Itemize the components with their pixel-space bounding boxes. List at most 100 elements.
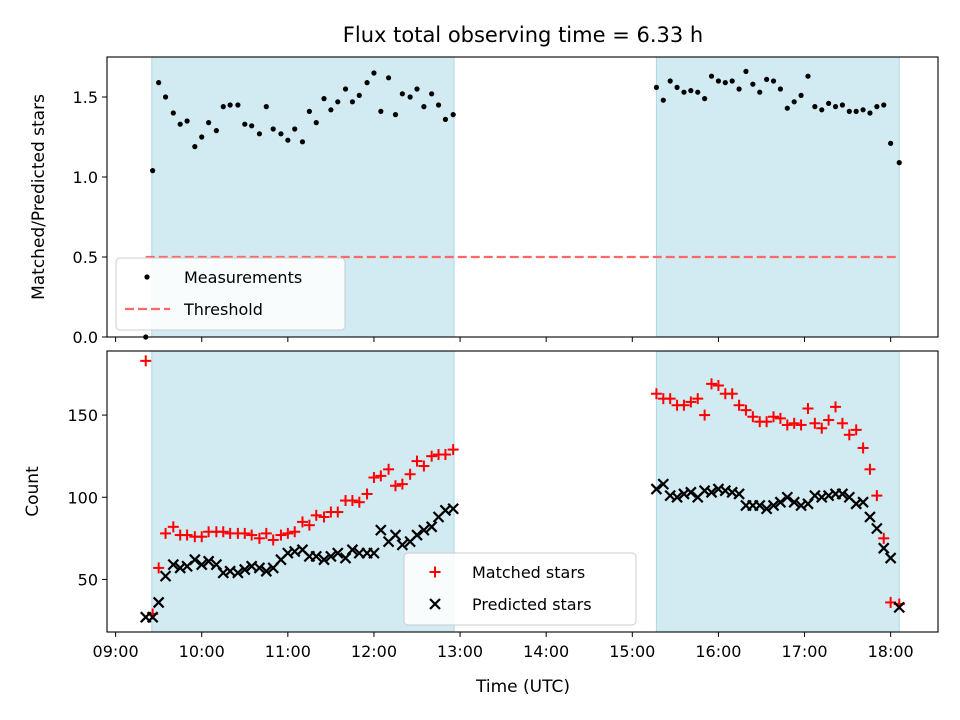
legend-box (403, 552, 637, 626)
matched-point (275, 529, 287, 541)
legend-box (115, 257, 346, 331)
y-tick-label: 1.0 (73, 168, 98, 187)
matched-point (781, 419, 793, 431)
measurement-point (888, 140, 894, 146)
legend-label: Threshold (183, 300, 263, 319)
measurement-point (206, 120, 212, 126)
predicted-point (232, 567, 244, 579)
measurement-point (170, 110, 176, 116)
measurement-point (764, 76, 770, 82)
legend-matched-marker (429, 566, 441, 578)
predicted-point (774, 496, 787, 508)
measurement-point (270, 126, 276, 132)
matched-point (857, 442, 869, 454)
measurement-point (162, 94, 169, 100)
predicted-point (753, 499, 766, 512)
measurement-point (213, 128, 219, 134)
matched-point (830, 401, 842, 413)
matched-point (140, 355, 152, 367)
matched-point (726, 388, 738, 400)
measurement-point (249, 123, 255, 129)
matched-point (795, 419, 807, 431)
measurement-point (399, 91, 405, 97)
measurement-point (156, 80, 162, 86)
measurement-point (722, 80, 728, 86)
measurement-point (674, 84, 680, 90)
matched-point (253, 532, 265, 544)
predicted-point (418, 524, 430, 536)
measurement-point (364, 80, 370, 86)
predicted-point (375, 524, 387, 536)
measurement-point (378, 108, 384, 114)
matched-point (864, 463, 876, 475)
legend-label: Matched stars (472, 563, 585, 582)
x-tick-label: 09:00 (93, 642, 139, 661)
measurement-point (421, 104, 427, 110)
predicted-point (189, 553, 201, 566)
chart-title: Flux total observing time = 6.33 h (343, 23, 703, 47)
measurement-point (150, 168, 156, 174)
predicted-point (788, 496, 800, 508)
predicted-point (781, 491, 794, 504)
legend: Matched stars Predicted stars (403, 552, 637, 626)
measurement-point (832, 104, 839, 110)
predicted-point (332, 547, 344, 559)
predicted-point (310, 550, 323, 563)
predicted-point (253, 562, 266, 574)
observing-window-1 (655, 56, 900, 338)
matched-point (712, 380, 724, 392)
matched-point (368, 472, 380, 484)
matched-point (296, 516, 308, 528)
predicted-point (650, 483, 663, 495)
predicted-point (864, 511, 876, 523)
measurement-point (839, 102, 846, 108)
matched-point (692, 393, 704, 405)
matched-point (740, 404, 752, 416)
matched-point (375, 470, 387, 482)
predicted-point (239, 563, 251, 576)
predicted-point (871, 522, 883, 535)
matched-point (678, 399, 690, 411)
predicted-point (733, 488, 745, 500)
measurement-point (708, 73, 715, 79)
measurement-point (826, 100, 832, 106)
measurement-point (278, 131, 284, 137)
matched-point (361, 488, 373, 500)
series-measurements (143, 68, 902, 340)
measurement-point (812, 104, 818, 110)
measurement-point (853, 108, 859, 114)
series-predicted-stars (139, 478, 906, 623)
measurement-point (846, 108, 852, 114)
measurement-point (435, 102, 442, 108)
predicted-point (260, 565, 273, 577)
matched-point (310, 509, 322, 521)
matched-point (664, 393, 676, 405)
matched-point (802, 403, 814, 415)
matched-point (303, 519, 315, 531)
measurement-point (688, 88, 694, 94)
y-tick-label: 0.5 (73, 248, 98, 267)
matched-point (706, 378, 718, 390)
measurement-point (729, 78, 735, 84)
y-axis-label: Matched/Predicted stars (29, 94, 49, 300)
measurement-point (681, 89, 687, 95)
legend-measurements-marker (144, 274, 150, 280)
predicted-point (325, 550, 337, 563)
measurement-point (881, 102, 887, 108)
matched-point (768, 411, 780, 423)
matched-point (346, 495, 358, 507)
predicted-point (657, 478, 670, 490)
matched-point (217, 526, 229, 538)
matched-point (843, 429, 855, 441)
measurement-point (667, 78, 673, 84)
measurement-point (177, 121, 183, 127)
measurement-point (695, 89, 701, 95)
measurement-point (220, 104, 226, 110)
measurement-point (784, 105, 790, 111)
measurement-point (896, 160, 902, 166)
measurement-point (192, 144, 198, 150)
matched-point (823, 414, 835, 426)
predicted-point (152, 596, 165, 609)
matched-point (396, 478, 408, 490)
